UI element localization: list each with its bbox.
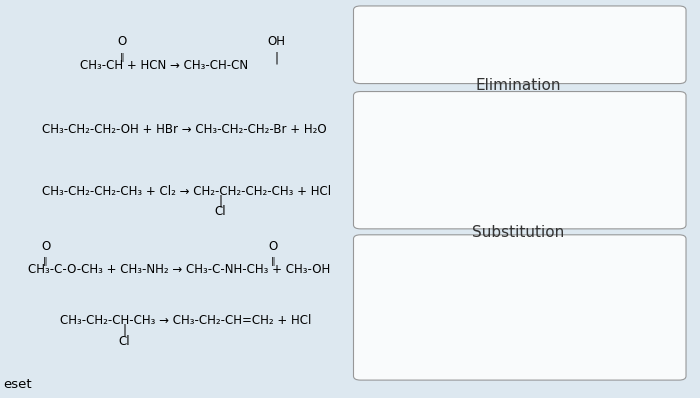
Text: Substitution: Substitution — [472, 225, 564, 240]
FancyBboxPatch shape — [354, 235, 686, 380]
Text: |: | — [274, 51, 279, 64]
Text: CH₃-CH + HCN → CH₃-CH-CN: CH₃-CH + HCN → CH₃-CH-CN — [80, 59, 248, 72]
Text: eset: eset — [4, 378, 32, 391]
Text: Elimination: Elimination — [475, 78, 561, 93]
Text: ‖: ‖ — [120, 53, 125, 62]
Text: ‖: ‖ — [43, 258, 48, 266]
Text: CH₃-CH₂-CH₂-OH + HBr → CH₃-CH₂-CH₂-Br + H₂O: CH₃-CH₂-CH₂-OH + HBr → CH₃-CH₂-CH₂-Br + … — [42, 123, 327, 136]
Text: |: | — [122, 324, 127, 337]
Text: |: | — [218, 195, 223, 207]
Text: Cl: Cl — [215, 205, 226, 218]
Text: CH₃-C-O-CH₃ + CH₃-NH₂ → CH₃-C-NH-CH₃ + CH₃-OH: CH₃-C-O-CH₃ + CH₃-NH₂ → CH₃-C-NH-CH₃ + C… — [28, 263, 330, 276]
Text: CH₃-CH₂-CH₂-CH₃ + Cl₂ → CH₂-CH₂-CH₂-CH₃ + HCl: CH₃-CH₂-CH₂-CH₃ + Cl₂ → CH₂-CH₂-CH₂-CH₃ … — [42, 185, 331, 197]
Text: O: O — [41, 240, 50, 253]
Text: OH: OH — [267, 35, 286, 48]
Text: CH₃-CH₂-CH-CH₃ → CH₃-CH₂-CH=CH₂ + HCl: CH₃-CH₂-CH-CH₃ → CH₃-CH₂-CH=CH₂ + HCl — [60, 314, 311, 327]
FancyBboxPatch shape — [354, 6, 686, 84]
FancyBboxPatch shape — [354, 92, 686, 229]
Text: Cl: Cl — [119, 335, 130, 347]
Text: ‖: ‖ — [271, 258, 275, 266]
Text: O: O — [268, 240, 278, 253]
Text: O: O — [118, 35, 127, 48]
